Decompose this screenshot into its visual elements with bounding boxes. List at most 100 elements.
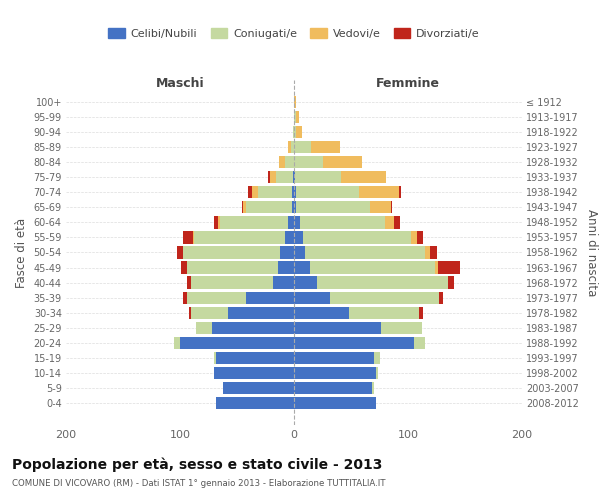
Bar bbox=[317, 276, 448, 289]
Text: Femmine: Femmine bbox=[376, 77, 440, 90]
Bar bbox=[217, 352, 294, 364]
Bar bbox=[294, 96, 296, 108]
Bar bbox=[294, 201, 296, 213]
Bar bbox=[293, 126, 294, 138]
Bar bbox=[180, 336, 294, 349]
Bar bbox=[214, 216, 218, 228]
Bar bbox=[184, 246, 280, 258]
Bar bbox=[189, 306, 191, 319]
Bar bbox=[290, 141, 294, 153]
Bar bbox=[359, 186, 399, 198]
Bar bbox=[294, 110, 296, 123]
Bar bbox=[279, 156, 285, 168]
Bar bbox=[228, 306, 294, 319]
Bar bbox=[448, 276, 454, 289]
Bar bbox=[436, 262, 437, 274]
Bar bbox=[294, 292, 331, 304]
Bar bbox=[294, 232, 303, 243]
Bar bbox=[294, 126, 296, 138]
Bar bbox=[294, 336, 414, 349]
Bar bbox=[437, 262, 460, 274]
Bar bbox=[212, 322, 294, 334]
Bar bbox=[294, 367, 376, 379]
Bar bbox=[176, 246, 184, 258]
Bar bbox=[246, 201, 292, 213]
Bar bbox=[184, 232, 193, 243]
Bar bbox=[214, 367, 294, 379]
Bar bbox=[391, 201, 392, 213]
Bar bbox=[257, 186, 292, 198]
Bar bbox=[274, 276, 294, 289]
Bar bbox=[187, 276, 191, 289]
Bar bbox=[296, 126, 302, 138]
Bar bbox=[430, 246, 437, 258]
Bar bbox=[292, 201, 294, 213]
Bar bbox=[223, 382, 294, 394]
Bar bbox=[294, 246, 305, 258]
Bar bbox=[193, 232, 194, 243]
Bar bbox=[285, 232, 294, 243]
Bar bbox=[412, 232, 417, 243]
Bar bbox=[394, 216, 400, 228]
Legend: Celibi/Nubili, Coniugati/e, Vedovi/e, Divorziati/e: Celibi/Nubili, Coniugati/e, Vedovi/e, Di… bbox=[104, 24, 484, 43]
Bar bbox=[303, 232, 412, 243]
Bar bbox=[268, 171, 270, 183]
Text: Popolazione per età, sesso e stato civile - 2013: Popolazione per età, sesso e stato civil… bbox=[12, 458, 382, 472]
Bar bbox=[294, 141, 311, 153]
Bar bbox=[294, 216, 300, 228]
Bar bbox=[417, 232, 423, 243]
Bar bbox=[296, 201, 370, 213]
Bar bbox=[270, 171, 276, 183]
Bar bbox=[311, 141, 340, 153]
Bar bbox=[278, 262, 294, 274]
Bar bbox=[293, 171, 294, 183]
Y-axis label: Anni di nascita: Anni di nascita bbox=[586, 209, 598, 296]
Bar bbox=[194, 232, 285, 243]
Bar bbox=[399, 186, 401, 198]
Bar bbox=[191, 276, 274, 289]
Bar bbox=[289, 141, 290, 153]
Bar bbox=[310, 262, 436, 274]
Bar bbox=[294, 352, 374, 364]
Bar bbox=[294, 322, 380, 334]
Bar bbox=[248, 186, 252, 198]
Bar bbox=[276, 171, 293, 183]
Bar bbox=[252, 186, 257, 198]
Bar bbox=[285, 156, 294, 168]
Bar bbox=[294, 306, 349, 319]
Bar bbox=[380, 322, 422, 334]
Bar bbox=[305, 246, 425, 258]
Bar bbox=[175, 336, 180, 349]
Bar bbox=[246, 292, 294, 304]
Bar bbox=[294, 156, 323, 168]
Bar bbox=[191, 306, 228, 319]
Bar bbox=[295, 171, 341, 183]
Bar bbox=[217, 397, 294, 409]
Text: COMUNE DI VICOVARO (RM) - Dati ISTAT 1° gennaio 2013 - Elaborazione TUTTITALIA.I: COMUNE DI VICOVARO (RM) - Dati ISTAT 1° … bbox=[12, 479, 386, 488]
Bar bbox=[243, 201, 246, 213]
Bar bbox=[376, 367, 379, 379]
Bar bbox=[280, 246, 294, 258]
Bar bbox=[220, 216, 289, 228]
Bar bbox=[419, 306, 423, 319]
Bar bbox=[294, 397, 376, 409]
Bar bbox=[341, 171, 386, 183]
Bar bbox=[294, 262, 310, 274]
Bar bbox=[296, 186, 359, 198]
Bar bbox=[294, 171, 295, 183]
Bar bbox=[187, 262, 278, 274]
Bar bbox=[323, 156, 362, 168]
Bar bbox=[294, 186, 296, 198]
Bar bbox=[296, 110, 299, 123]
Bar bbox=[218, 216, 220, 228]
Y-axis label: Fasce di età: Fasce di età bbox=[15, 218, 28, 288]
Text: Maschi: Maschi bbox=[155, 77, 205, 90]
Bar bbox=[181, 262, 187, 274]
Bar bbox=[292, 186, 294, 198]
Bar bbox=[374, 352, 380, 364]
Bar bbox=[370, 201, 391, 213]
Bar bbox=[184, 292, 187, 304]
Bar bbox=[331, 292, 439, 304]
Bar bbox=[214, 352, 217, 364]
Bar bbox=[300, 216, 385, 228]
